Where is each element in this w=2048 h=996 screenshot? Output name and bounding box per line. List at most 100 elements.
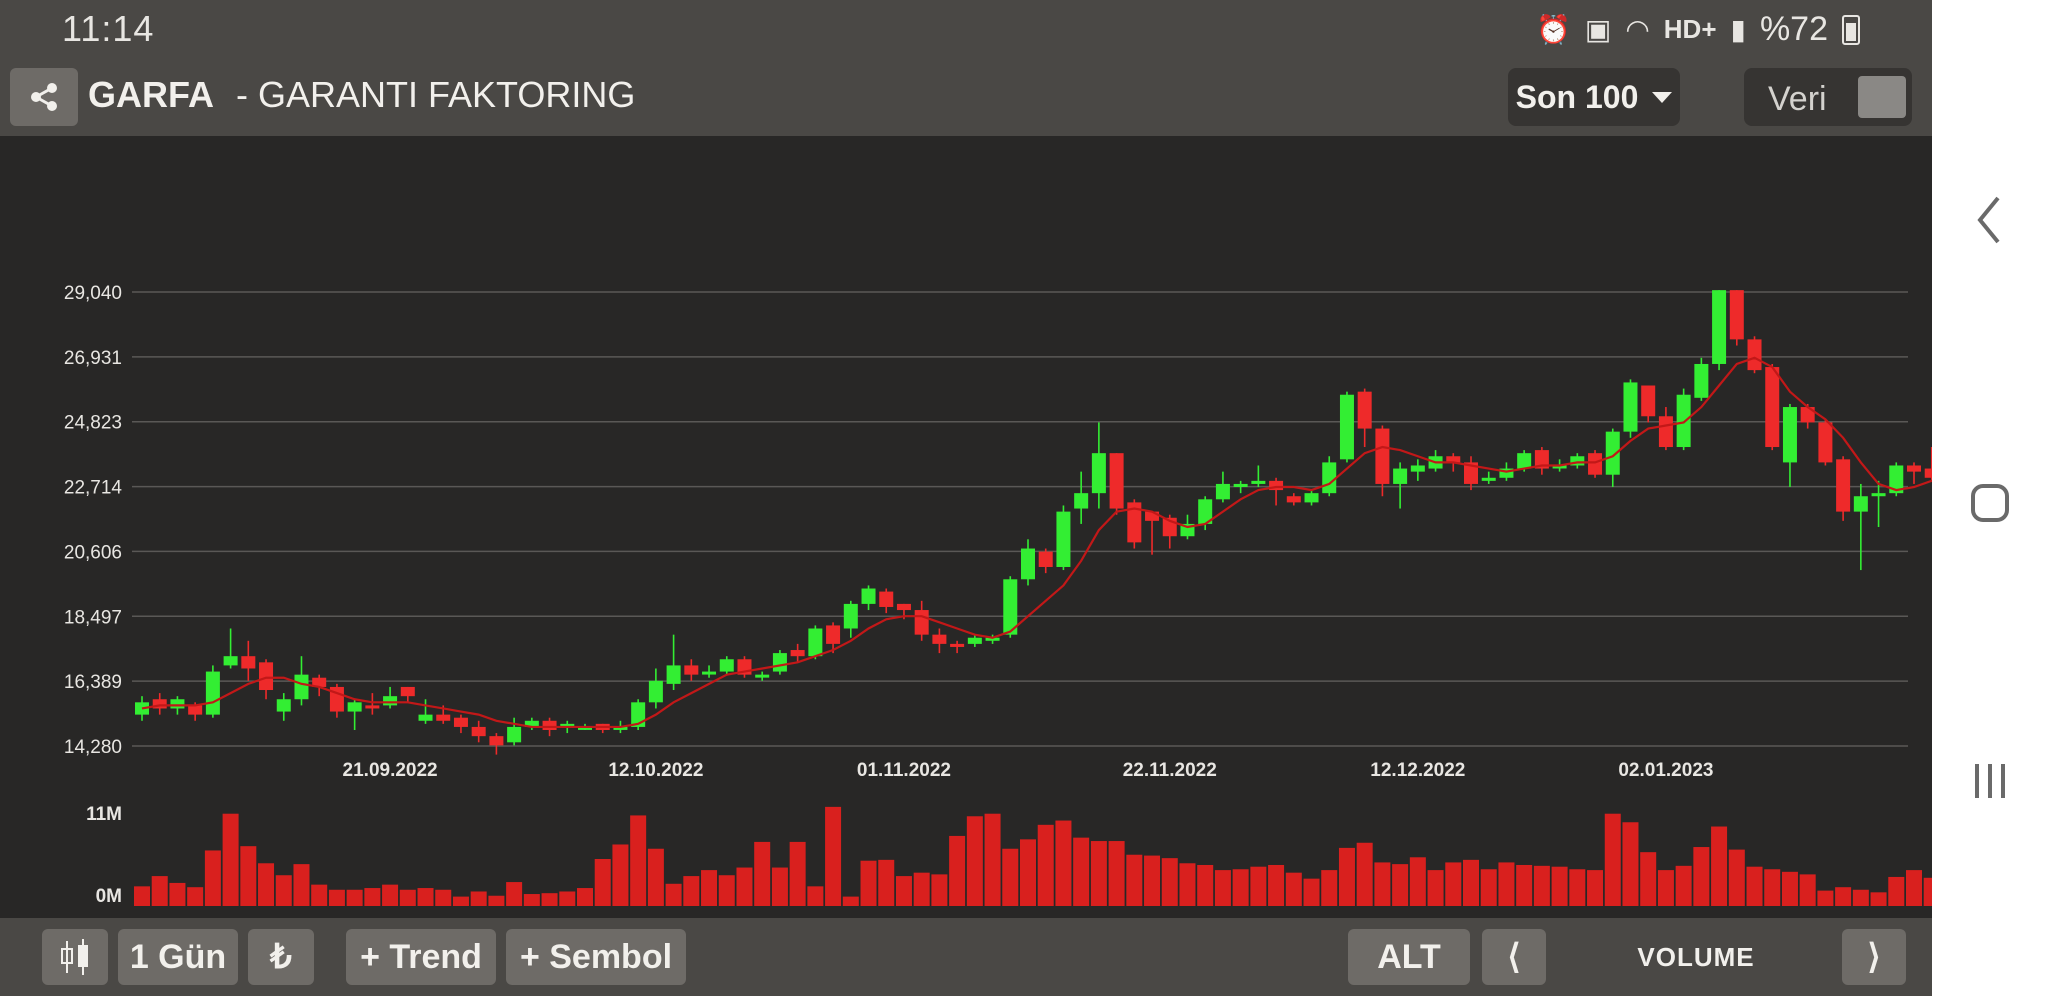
- candle-down: [259, 662, 274, 691]
- volume-bar: [452, 896, 469, 906]
- x-tick-label: 02.01.2023: [1618, 760, 1713, 781]
- volume-bar: [1498, 862, 1515, 906]
- volume-bar: [382, 884, 399, 906]
- candle-up: [1481, 477, 1496, 481]
- volume-bar: [1303, 878, 1320, 906]
- candle-up: [578, 726, 592, 730]
- data-toggle-label: Veri: [1768, 80, 1827, 118]
- bottom-toolbar: 1 Gün ₺ + Trend + Sembol ALT ⟨ VOLUME ⟩: [0, 918, 1932, 996]
- volume-bar: [470, 891, 487, 906]
- prev-indicator-button[interactable]: ⟨: [1482, 929, 1546, 985]
- status-bar: 11:14 ⏰ ▣ ◠ HD+ ▮ %72: [0, 0, 1932, 58]
- app-window: 11:14 ⏰ ▣ ◠ HD+ ▮ %72 GARFA - GARANTI FA…: [0, 0, 1932, 996]
- candle-down: [826, 625, 841, 644]
- volume-bar: [683, 876, 700, 906]
- volume-bar: [1604, 813, 1621, 906]
- moving-average-line: [141, 356, 1932, 729]
- candle-up: [418, 714, 433, 721]
- volume-bar: [258, 863, 275, 906]
- volume-bar: [1374, 862, 1391, 906]
- volume-bar: [506, 882, 523, 906]
- candle-down: [1836, 459, 1851, 512]
- candle-up: [1712, 290, 1727, 364]
- volume-bar: [1480, 869, 1497, 906]
- volume-bar: [860, 860, 877, 906]
- candle-up: [1552, 465, 1567, 469]
- volume-bar: [399, 889, 416, 906]
- alt-button[interactable]: ALT: [1348, 929, 1470, 985]
- next-indicator-button[interactable]: ⟩: [1842, 929, 1906, 985]
- candle-up: [1339, 394, 1354, 460]
- candle-down: [1641, 385, 1656, 417]
- add-trend-button[interactable]: + Trend: [346, 929, 496, 985]
- volume-bar: [630, 815, 647, 906]
- candle-up: [383, 696, 398, 706]
- volume-bar: [1409, 857, 1426, 906]
- candle-up: [1410, 465, 1425, 472]
- volume-bar: [275, 875, 292, 906]
- candle-up: [1605, 431, 1620, 475]
- volume-bar: [1746, 866, 1763, 906]
- checkbox[interactable]: [1858, 76, 1906, 118]
- candle-up: [1003, 579, 1018, 635]
- candle-down: [684, 665, 699, 675]
- candle-down: [914, 610, 929, 635]
- signal-icon: ▮: [1730, 14, 1746, 45]
- candle-up: [648, 680, 663, 703]
- candle-down: [453, 717, 468, 727]
- volume-bar: [1622, 822, 1639, 906]
- volume-bar: [577, 888, 593, 906]
- volume-bar: [1250, 866, 1267, 906]
- volume-bar: [949, 835, 966, 906]
- candle-down: [542, 720, 557, 731]
- volume-bar: [931, 874, 948, 906]
- volume-bar: [913, 872, 930, 906]
- volume-bar: [1923, 877, 1932, 906]
- volume-bar: [222, 813, 239, 906]
- period-select[interactable]: Son 100: [1508, 68, 1680, 126]
- volume-bar: [1037, 824, 1054, 906]
- chart-type-button[interactable]: [42, 929, 108, 985]
- volume-bar: [1427, 870, 1444, 906]
- volume-bar: [1356, 842, 1373, 906]
- price-chart[interactable]: 29,040 26,931 24,823 22,714 20,606 18,497 16,3…: [0, 136, 1932, 918]
- candle-down: [1818, 422, 1833, 463]
- volume-bar: [541, 893, 558, 906]
- candle-down: [1127, 502, 1142, 543]
- candle-up: [524, 720, 539, 727]
- company-name: - GARANTI FAKTORING: [236, 74, 636, 115]
- wifi-icon: ◠: [1625, 14, 1650, 45]
- system-nav-bar: [1932, 0, 2048, 996]
- currency-button[interactable]: ₺: [248, 929, 314, 985]
- share-button[interactable]: [10, 68, 78, 126]
- back-icon[interactable]: [1932, 190, 2048, 255]
- volume-bar: [878, 859, 895, 906]
- candle-up: [631, 702, 646, 727]
- candle-down: [312, 677, 327, 687]
- candle-up: [1676, 394, 1691, 448]
- volume-bar: [1073, 837, 1090, 906]
- recents-icon[interactable]: [1932, 756, 2048, 811]
- candle-up: [294, 674, 309, 700]
- candle-up: [1021, 548, 1035, 580]
- volume-bar: [1214, 870, 1231, 906]
- candle-up: [170, 699, 185, 709]
- volume-bar: [204, 850, 221, 906]
- candle-down: [1924, 468, 1932, 478]
- share-icon: [31, 83, 57, 111]
- candle-down: [1269, 480, 1284, 491]
- add-symbol-button[interactable]: + Sembol: [506, 929, 686, 985]
- chevron-down-icon: [1652, 91, 1673, 103]
- data-toggle[interactable]: Veri: [1744, 68, 1912, 126]
- x-tick-label: 12.12.2022: [1370, 760, 1465, 781]
- home-icon[interactable]: [1932, 478, 2048, 533]
- y-tick-label: 14,280: [64, 737, 122, 758]
- volume-bar: [1090, 841, 1107, 906]
- x-tick-label: 21.09.2022: [343, 760, 438, 781]
- candle-up: [276, 699, 291, 712]
- volume-bar: [1126, 854, 1143, 906]
- candle-up: [1694, 363, 1709, 398]
- volume-bar: [1268, 864, 1285, 906]
- interval-button[interactable]: 1 Gün: [118, 929, 238, 985]
- candle-up: [719, 659, 734, 672]
